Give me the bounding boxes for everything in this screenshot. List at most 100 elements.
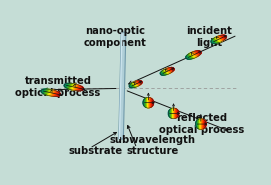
Ellipse shape — [224, 35, 226, 37]
Ellipse shape — [130, 84, 134, 88]
Text: incident
light: incident light — [186, 26, 232, 48]
Ellipse shape — [66, 83, 68, 88]
Ellipse shape — [50, 90, 53, 96]
Ellipse shape — [51, 90, 54, 96]
Ellipse shape — [176, 109, 177, 118]
Ellipse shape — [169, 110, 170, 117]
Ellipse shape — [189, 54, 193, 58]
Ellipse shape — [73, 84, 76, 90]
Ellipse shape — [172, 68, 174, 70]
Ellipse shape — [42, 89, 44, 93]
Ellipse shape — [170, 68, 173, 71]
Ellipse shape — [70, 84, 73, 90]
Ellipse shape — [162, 71, 166, 75]
Ellipse shape — [196, 51, 200, 55]
Ellipse shape — [171, 68, 174, 70]
Ellipse shape — [192, 52, 197, 57]
Ellipse shape — [44, 89, 47, 94]
Ellipse shape — [171, 68, 174, 70]
Ellipse shape — [188, 54, 193, 59]
Ellipse shape — [152, 99, 153, 106]
Ellipse shape — [174, 108, 175, 119]
Ellipse shape — [190, 53, 195, 58]
Ellipse shape — [71, 84, 74, 90]
Ellipse shape — [163, 70, 167, 74]
Ellipse shape — [150, 98, 151, 108]
Ellipse shape — [43, 89, 44, 93]
Ellipse shape — [42, 89, 43, 92]
Ellipse shape — [169, 68, 173, 72]
Ellipse shape — [186, 58, 188, 59]
Ellipse shape — [57, 93, 59, 96]
Ellipse shape — [175, 108, 176, 118]
Ellipse shape — [79, 86, 81, 91]
Ellipse shape — [160, 74, 161, 75]
Ellipse shape — [199, 119, 200, 129]
Ellipse shape — [138, 81, 141, 84]
Ellipse shape — [204, 120, 205, 128]
Ellipse shape — [49, 90, 52, 96]
Ellipse shape — [145, 98, 146, 107]
Ellipse shape — [79, 86, 82, 91]
Ellipse shape — [139, 81, 142, 83]
Ellipse shape — [197, 51, 201, 54]
Ellipse shape — [162, 71, 166, 75]
Ellipse shape — [212, 40, 215, 43]
Ellipse shape — [187, 55, 191, 59]
Ellipse shape — [196, 121, 197, 127]
Ellipse shape — [80, 87, 82, 91]
Ellipse shape — [132, 83, 136, 87]
Ellipse shape — [177, 110, 178, 117]
Ellipse shape — [131, 83, 135, 87]
Ellipse shape — [211, 42, 213, 43]
Ellipse shape — [49, 90, 52, 96]
Ellipse shape — [72, 84, 75, 90]
Ellipse shape — [140, 81, 142, 83]
Ellipse shape — [172, 108, 173, 119]
Ellipse shape — [143, 101, 144, 104]
Ellipse shape — [173, 108, 174, 119]
Ellipse shape — [167, 68, 171, 73]
Ellipse shape — [218, 36, 223, 41]
Ellipse shape — [131, 84, 135, 88]
Ellipse shape — [161, 73, 163, 75]
Ellipse shape — [136, 81, 140, 85]
Text: subwavelength
structure: subwavelength structure — [109, 134, 196, 156]
Ellipse shape — [219, 36, 224, 40]
Ellipse shape — [214, 38, 219, 43]
Ellipse shape — [160, 73, 163, 75]
Ellipse shape — [201, 119, 202, 129]
Ellipse shape — [129, 86, 131, 88]
Ellipse shape — [50, 90, 53, 96]
Ellipse shape — [164, 70, 168, 74]
Ellipse shape — [212, 40, 216, 43]
Ellipse shape — [66, 83, 69, 88]
Ellipse shape — [131, 84, 135, 87]
Ellipse shape — [216, 37, 221, 42]
Ellipse shape — [80, 87, 82, 90]
Ellipse shape — [195, 51, 199, 56]
Ellipse shape — [189, 54, 194, 58]
Ellipse shape — [169, 68, 173, 71]
Ellipse shape — [161, 72, 164, 75]
Ellipse shape — [188, 55, 192, 59]
Ellipse shape — [212, 40, 215, 43]
Ellipse shape — [213, 39, 217, 43]
Ellipse shape — [220, 36, 224, 40]
Ellipse shape — [73, 84, 76, 90]
Ellipse shape — [59, 93, 60, 96]
Ellipse shape — [214, 38, 218, 43]
Ellipse shape — [166, 69, 170, 73]
Ellipse shape — [77, 85, 80, 91]
Ellipse shape — [134, 82, 138, 86]
Ellipse shape — [53, 91, 56, 96]
Ellipse shape — [78, 86, 80, 91]
Ellipse shape — [202, 119, 203, 129]
Ellipse shape — [214, 38, 219, 43]
Ellipse shape — [43, 89, 46, 94]
Ellipse shape — [43, 89, 45, 93]
Ellipse shape — [46, 89, 49, 95]
Ellipse shape — [168, 68, 172, 72]
Ellipse shape — [188, 54, 192, 59]
Ellipse shape — [68, 83, 70, 89]
